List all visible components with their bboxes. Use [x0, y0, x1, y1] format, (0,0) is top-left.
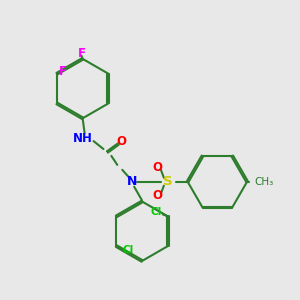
Text: N: N [127, 175, 137, 188]
Text: Cl: Cl [123, 245, 134, 255]
Text: O: O [116, 135, 126, 148]
Text: O: O [152, 161, 162, 174]
Text: S: S [163, 175, 172, 188]
Text: NH: NH [73, 132, 93, 145]
Text: Cl: Cl [150, 207, 162, 218]
Text: F: F [78, 47, 86, 60]
Text: O: O [152, 189, 162, 202]
Text: CH₃: CH₃ [254, 177, 273, 187]
Text: F: F [59, 65, 67, 78]
